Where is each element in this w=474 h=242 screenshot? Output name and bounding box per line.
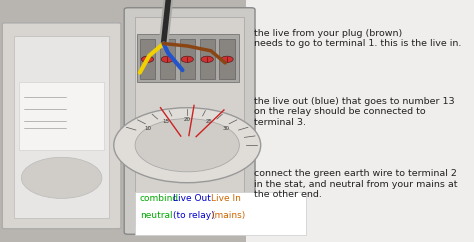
FancyBboxPatch shape — [180, 39, 195, 79]
Text: 25: 25 — [205, 119, 212, 124]
Circle shape — [181, 56, 193, 62]
FancyBboxPatch shape — [14, 36, 109, 218]
Text: neutral: neutral — [140, 211, 173, 220]
Text: 30: 30 — [223, 126, 230, 131]
Circle shape — [21, 157, 102, 198]
FancyBboxPatch shape — [135, 17, 244, 225]
Text: 20: 20 — [184, 117, 191, 121]
Text: (mains): (mains) — [211, 211, 245, 220]
FancyBboxPatch shape — [19, 82, 104, 150]
Circle shape — [114, 108, 261, 183]
Circle shape — [201, 56, 213, 62]
FancyBboxPatch shape — [200, 39, 215, 79]
Text: 15: 15 — [162, 119, 169, 124]
Circle shape — [135, 119, 239, 172]
Circle shape — [221, 56, 233, 62]
Text: (to relay): (to relay) — [173, 211, 215, 220]
FancyBboxPatch shape — [2, 23, 121, 229]
Circle shape — [141, 56, 154, 62]
FancyBboxPatch shape — [124, 8, 255, 234]
Text: 10: 10 — [145, 126, 152, 131]
FancyBboxPatch shape — [219, 39, 235, 79]
FancyBboxPatch shape — [135, 192, 306, 235]
Text: the live from your plug (brown)
needs to go to terminal 1. this is the live in.: the live from your plug (brown) needs to… — [254, 29, 461, 48]
FancyBboxPatch shape — [160, 39, 175, 79]
Text: the live out (blue) that goes to number 13
on the relay should be connected to
t: the live out (blue) that goes to number … — [254, 97, 454, 127]
Text: connect the green earth wire to terminal 2
in the stat, and neutral from your ma: connect the green earth wire to terminal… — [254, 169, 457, 199]
Circle shape — [161, 56, 173, 62]
FancyBboxPatch shape — [246, 0, 474, 242]
Text: Live In: Live In — [211, 194, 241, 203]
Text: Live Out: Live Out — [173, 194, 211, 203]
FancyBboxPatch shape — [137, 34, 239, 82]
Text: combind: combind — [140, 194, 179, 203]
FancyBboxPatch shape — [140, 39, 155, 79]
